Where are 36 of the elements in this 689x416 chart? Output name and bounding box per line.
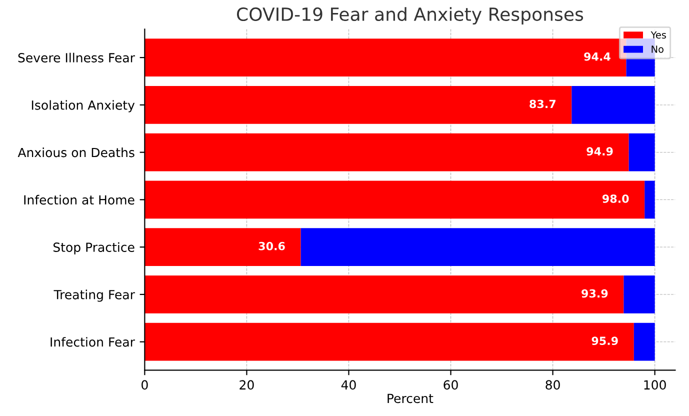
y-tick-label: Stop Practice: [53, 242, 134, 254]
data-label: 30.6: [258, 242, 285, 250]
bar: [144, 86, 572, 124]
data-label: 94.4: [584, 52, 610, 61]
y-tick-label: Treating Fear: [54, 290, 135, 302]
legend-label: Yes: [650, 31, 666, 39]
data-label: 95.9: [592, 336, 618, 346]
x-tick-label: 20: [240, 380, 254, 390]
x-tick-label: 80: [546, 380, 560, 390]
bar: [644, 180, 655, 219]
bar: [144, 133, 629, 172]
x-tick-label: 100: [644, 380, 666, 390]
bar: [628, 133, 655, 172]
y-tick-label: Isolation Anxiety: [32, 100, 135, 112]
bar: [144, 228, 301, 266]
y-tick-label: Infection at Home: [24, 194, 134, 205]
x-axis-title: Percent: [388, 394, 434, 404]
bar: [144, 275, 624, 314]
data-label: 83.7: [530, 100, 556, 108]
bar: [144, 322, 634, 361]
y-tick-label: Infection Fear: [50, 337, 135, 347]
bar: [624, 275, 655, 314]
data-label: 93.9: [582, 289, 608, 298]
data-label: 98.0: [602, 194, 629, 203]
x-tick-label: 40: [341, 380, 356, 390]
legend-label: No: [652, 46, 664, 53]
chart-title: COVID-19 Fear and Anxiety Responses: [236, 7, 584, 25]
bar: [300, 228, 655, 266]
bar: [634, 322, 655, 361]
y-tick-label: Severe Illness Fear: [18, 52, 135, 62]
data-label: 94.9: [586, 147, 613, 156]
bar: [572, 86, 655, 124]
x-tick-label: 60: [444, 380, 458, 390]
bar: [144, 180, 645, 219]
y-tick-label: Anxious on Deaths: [18, 148, 134, 158]
x-tick-label: 0: [142, 380, 148, 390]
